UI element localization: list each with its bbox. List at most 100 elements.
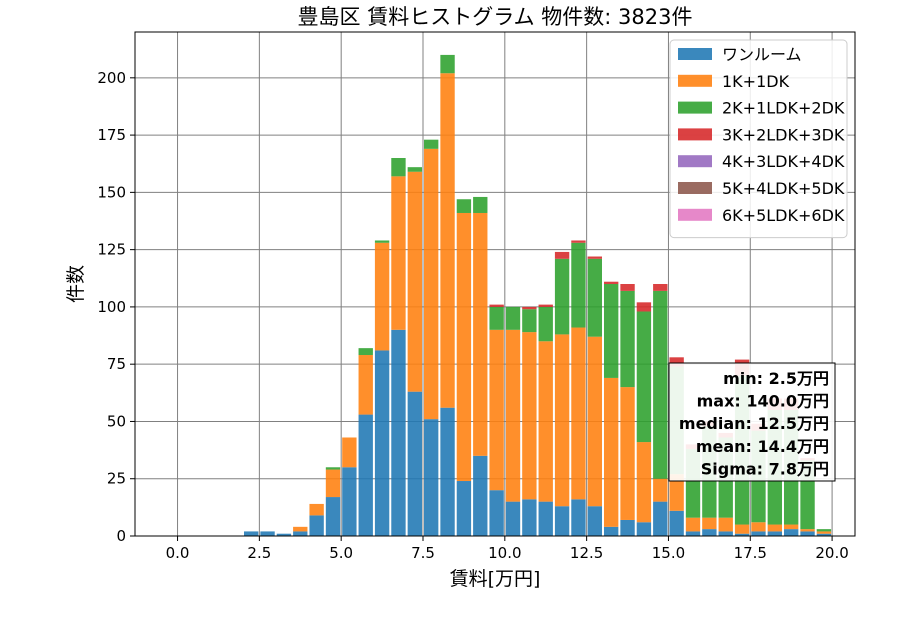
chart-title: 豊島区 賃料ヒストグラム 物件数: 3823件 <box>298 5 693 29</box>
bar-segment <box>587 336 602 507</box>
bar-segment <box>604 284 619 378</box>
x-tick-label: 5.0 <box>329 544 353 562</box>
bar-segment <box>685 517 701 532</box>
bar-segment <box>374 242 390 351</box>
bar-segment <box>293 526 308 532</box>
bar-segment <box>325 497 341 536</box>
bar-segment <box>734 533 750 536</box>
bar-segment <box>620 519 635 536</box>
stats-line: Sigma: 7.8万円 <box>701 459 829 478</box>
bar-segment <box>636 442 652 523</box>
legend-label: 6K+5LDK+6DK <box>722 206 845 225</box>
y-tick-label: 75 <box>107 355 126 373</box>
bar-segment <box>244 531 259 536</box>
bar-segment <box>440 73 455 408</box>
legend-swatch <box>678 48 712 60</box>
bar-segment <box>702 517 717 530</box>
legend-swatch <box>678 128 712 141</box>
legend-swatch <box>678 182 712 194</box>
y-tick-label: 0 <box>116 527 126 545</box>
bar-segment <box>260 531 275 536</box>
stats-box: min: 2.5万円 max: 140.0万円 median: 12.5万円 mean… <box>668 362 836 482</box>
bar-segment <box>636 311 652 443</box>
bar-segment <box>358 414 373 536</box>
y-tick-label: 175 <box>97 126 126 144</box>
x-tick-label: 20.0 <box>815 544 848 562</box>
bar-segment <box>604 281 619 284</box>
bar-segment <box>816 531 832 534</box>
x-tick-label: 17.5 <box>734 544 767 562</box>
bar-segment <box>685 531 701 536</box>
bar-segment <box>620 290 635 388</box>
bar-segment <box>587 506 602 536</box>
bar-segment <box>636 302 652 312</box>
bar-segment <box>734 524 750 534</box>
bar-segment <box>604 526 619 536</box>
bar-segment <box>554 258 570 335</box>
y-tick-label: 50 <box>107 412 126 430</box>
bar-segment <box>571 499 586 536</box>
bar-segment <box>800 529 815 532</box>
bar-segment <box>489 329 504 491</box>
bar-segment <box>784 524 799 530</box>
bar-segment <box>669 510 684 536</box>
legend-swatch <box>678 208 712 221</box>
bar-segment <box>587 256 602 259</box>
stats-line: median: 12.5万円 <box>679 414 829 433</box>
bar-segment <box>473 455 488 536</box>
y-tick-label: 200 <box>97 69 126 87</box>
bar-segment <box>538 341 553 502</box>
bar-segment <box>669 474 684 511</box>
bar-segment <box>407 391 422 536</box>
bar-segment <box>620 284 635 291</box>
y-tick-label: 125 <box>97 241 126 259</box>
bar-segment <box>653 501 668 536</box>
bar-segment <box>325 467 341 470</box>
stats-box-frame <box>668 362 836 482</box>
bar-segment <box>374 350 390 536</box>
bar-segment <box>522 499 537 536</box>
y-tick-label: 100 <box>97 298 126 316</box>
y-tick-label: 150 <box>97 183 126 201</box>
x-axis-label: 賃料[万円] <box>450 568 541 590</box>
bar-segment <box>358 348 373 356</box>
bar-segment <box>407 167 422 172</box>
bar-segment <box>636 522 652 536</box>
bar-segment <box>767 531 782 536</box>
bar-segment <box>767 524 782 532</box>
x-tick-label: 7.5 <box>411 544 435 562</box>
bar-segment <box>424 139 439 149</box>
bar-segment <box>456 481 472 536</box>
bar-segment <box>784 529 799 536</box>
bar-segment <box>522 332 537 500</box>
axis-ticks: 0.0 2.5 5.0 7.5 10.0 12.5 15.0 17.5 20.0 0 25 50 75 1… <box>97 69 848 562</box>
bar-segment <box>751 531 766 536</box>
legend: ワンルーム 1K+1DK 2K+1LDK+2DK 3K+2LDK+3DK 4K+3LDK… <box>669 39 848 239</box>
bar-segment <box>653 290 668 479</box>
bar-segment <box>293 531 308 536</box>
bar-segment <box>522 309 537 333</box>
bar-segment <box>473 196 488 213</box>
bar-segment <box>440 407 455 536</box>
bar-segment <box>718 517 733 532</box>
legend-label: 2K+1LDK+2DK <box>722 99 845 118</box>
bar-segment <box>653 478 668 502</box>
y-axis-label: 件数 <box>65 265 87 303</box>
bar-segment <box>505 306 521 330</box>
legend-label: 3K+2LDK+3DK <box>722 125 845 144</box>
bar-segment <box>391 329 406 536</box>
bar-segment <box>342 467 357 536</box>
bar-segment <box>424 148 439 420</box>
bar-segment <box>800 531 815 536</box>
bar-segment <box>440 54 455 74</box>
bar-segment <box>325 469 341 498</box>
legend-swatch <box>678 101 712 114</box>
bar-segment <box>571 240 586 243</box>
bar-segment <box>571 327 586 500</box>
bar-segment <box>456 199 472 213</box>
bar-segment <box>309 515 324 536</box>
bar-segment <box>816 533 832 536</box>
bar-segment <box>309 503 324 516</box>
bar-segment <box>407 171 422 392</box>
bar-segment <box>538 501 553 536</box>
